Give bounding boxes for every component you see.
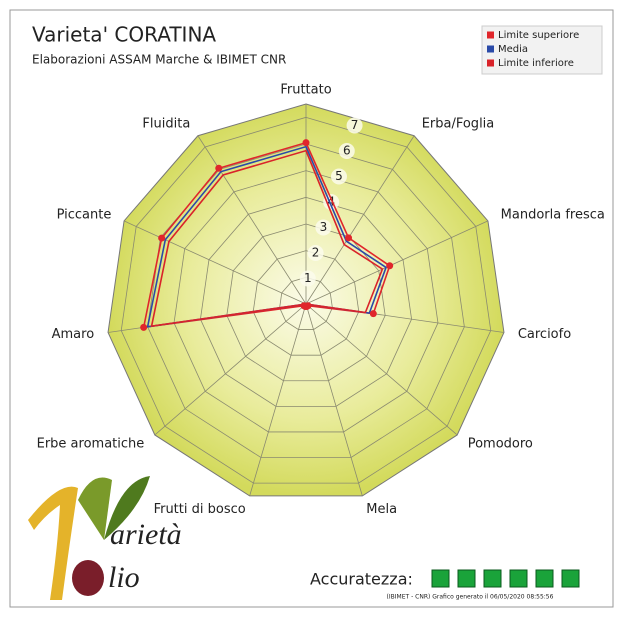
grid-ring xyxy=(147,143,465,458)
accuracy-box xyxy=(561,569,580,588)
plot: Fruttato Erba/Foglia Mandorla fresca Carcio… xyxy=(37,83,605,517)
axis-label: Piccante xyxy=(57,208,112,223)
spoke xyxy=(305,135,415,305)
r-tick-label: 4 xyxy=(327,194,335,208)
r-tick-label: 7 xyxy=(351,118,359,132)
legend-swatch xyxy=(487,31,494,39)
accuracy-label: Accuratezza: xyxy=(310,570,413,589)
grid-ring xyxy=(252,250,360,356)
accuracy-box xyxy=(483,569,502,588)
legend-box xyxy=(481,25,603,75)
axis-label: Mela xyxy=(366,502,397,517)
legend-swatch xyxy=(487,45,494,53)
logo-text: lio xyxy=(108,561,140,594)
chart-title: Varieta' CORATINA xyxy=(32,23,216,47)
accuracy-box xyxy=(535,569,554,588)
spoke xyxy=(197,135,307,305)
axis-label: Pomodoro xyxy=(468,437,533,452)
chart-subtitle: Elaborazioni ASSAM Marche & IBIMET CNR xyxy=(32,53,286,67)
logo-text: arietà xyxy=(110,518,182,551)
accuracy-box xyxy=(457,569,476,588)
logo-one xyxy=(28,486,78,600)
tick-label-bg xyxy=(346,117,363,134)
vertex-marker xyxy=(302,139,310,147)
logo-leaf xyxy=(104,476,150,540)
spoke xyxy=(305,303,363,497)
footer: (IBIMET - CNR) Grafico generato il 06/05… xyxy=(387,594,554,601)
tick-label-bg xyxy=(330,168,347,185)
legend-label: Limite superiore xyxy=(498,30,579,41)
spoke xyxy=(123,220,307,305)
tick-label-bg xyxy=(315,219,332,236)
logo-leaf xyxy=(78,477,112,540)
logo-o xyxy=(72,560,104,596)
axis-label: Amaro xyxy=(52,327,95,342)
grid-ring xyxy=(200,196,412,407)
axis-label: Erbe aromatiche xyxy=(37,437,145,452)
legend-label: Limite inferiore xyxy=(498,58,574,69)
tick-label-bg xyxy=(307,244,324,261)
r-tick-label: 5 xyxy=(335,169,343,183)
axis-label: Erba/Foglia xyxy=(422,116,495,131)
spoke xyxy=(249,303,307,497)
vertex-marker xyxy=(140,323,148,331)
r-tick-label: 2 xyxy=(312,245,320,259)
axis-label: Mandorla fresca xyxy=(501,208,605,223)
legend-label: Media xyxy=(498,44,528,55)
vertex-marker xyxy=(386,262,394,270)
vertex-marker xyxy=(345,234,353,242)
axis-label: Carciofo xyxy=(518,327,571,342)
spoke xyxy=(154,303,307,436)
spoke xyxy=(305,303,458,436)
grid-ring xyxy=(120,116,492,484)
axis-label: Fluidita xyxy=(142,116,190,131)
r-tick-label: 6 xyxy=(343,143,351,157)
tick-label-bg xyxy=(338,142,355,159)
legend-swatch xyxy=(487,59,494,67)
axis-label: Fruttato xyxy=(280,83,331,98)
vertex-marker xyxy=(300,302,308,310)
r-tick-label: 3 xyxy=(320,220,328,234)
accuracy-box xyxy=(509,569,528,588)
grid-ring xyxy=(173,170,439,433)
grid-ring xyxy=(226,223,386,382)
vertex-marker xyxy=(369,310,377,318)
spoke xyxy=(305,220,489,305)
axis-label: Frutti di bosco xyxy=(154,502,246,517)
tick-label-bg xyxy=(299,270,316,287)
grid-ring xyxy=(279,276,333,330)
r-tick-label: 1 xyxy=(304,271,312,285)
vertex-marker xyxy=(158,234,166,242)
vertex-marker xyxy=(215,164,223,172)
logo: arietà lio xyxy=(28,476,182,600)
accuracy-box xyxy=(431,569,450,588)
